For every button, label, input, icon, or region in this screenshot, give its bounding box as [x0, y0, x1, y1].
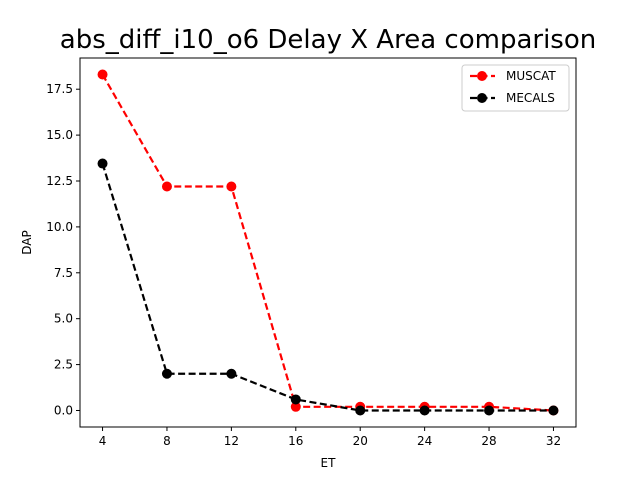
data-point-mecals [97, 158, 108, 169]
data-point-muscat [226, 181, 237, 192]
y-tick-label: 0.0 [54, 403, 73, 417]
x-tick-label: 24 [417, 434, 432, 448]
data-point-muscat [290, 401, 301, 412]
data-point-mecals [290, 394, 301, 405]
x-tick-label: 32 [546, 434, 561, 448]
legend-label-muscat: MUSCAT [506, 69, 556, 83]
data-point-mecals [419, 405, 430, 416]
legend-marker-mecals [477, 93, 487, 103]
x-tick-label: 4 [99, 434, 107, 448]
x-tick-label: 12 [224, 434, 239, 448]
legend-label-mecals: MECALS [506, 91, 555, 105]
data-point-mecals [161, 368, 172, 379]
y-tick-label: 2.5 [54, 358, 73, 372]
x-tick-label: 8 [163, 434, 171, 448]
data-point-muscat [161, 181, 172, 192]
plot-frame [80, 58, 576, 427]
plot-border [79, 57, 577, 428]
legend-marker-muscat [477, 71, 487, 81]
y-axis-label: DAP [20, 230, 34, 254]
x-axis: 4 8 12 16 20 24 28 32 [99, 427, 561, 448]
y-tick-label: 15.0 [46, 128, 73, 142]
y-tick-label: 7.5 [54, 266, 73, 280]
x-tick-label: 16 [288, 434, 303, 448]
series-line-muscat [101, 73, 554, 412]
data-point-mecals [484, 405, 495, 416]
y-tick-label: 5.0 [54, 312, 73, 326]
legend-box [461, 64, 570, 112]
y-tick-label: 17.5 [46, 82, 73, 96]
data-point-mecals [226, 368, 237, 379]
data-point-mecals [355, 405, 366, 416]
chart-title: abs_diff_i10_o6 Delay X Area comparison [60, 25, 596, 55]
x-tick-label: 20 [353, 434, 368, 448]
data-point-mecals [548, 405, 559, 416]
y-tick-label: 12.5 [46, 174, 73, 188]
y-tick-label: 10.0 [46, 220, 73, 234]
y-axis: 0.0 2.5 5.0 7.5 10.0 12.5 15.0 17.5 [46, 82, 80, 417]
x-tick-label: 28 [481, 434, 496, 448]
series-layer [97, 69, 559, 416]
legend: MUSCAT MECALS [461, 64, 570, 112]
x-axis-label: ET [321, 456, 337, 470]
data-point-muscat [97, 69, 108, 80]
series-line-mecals [101, 163, 554, 412]
